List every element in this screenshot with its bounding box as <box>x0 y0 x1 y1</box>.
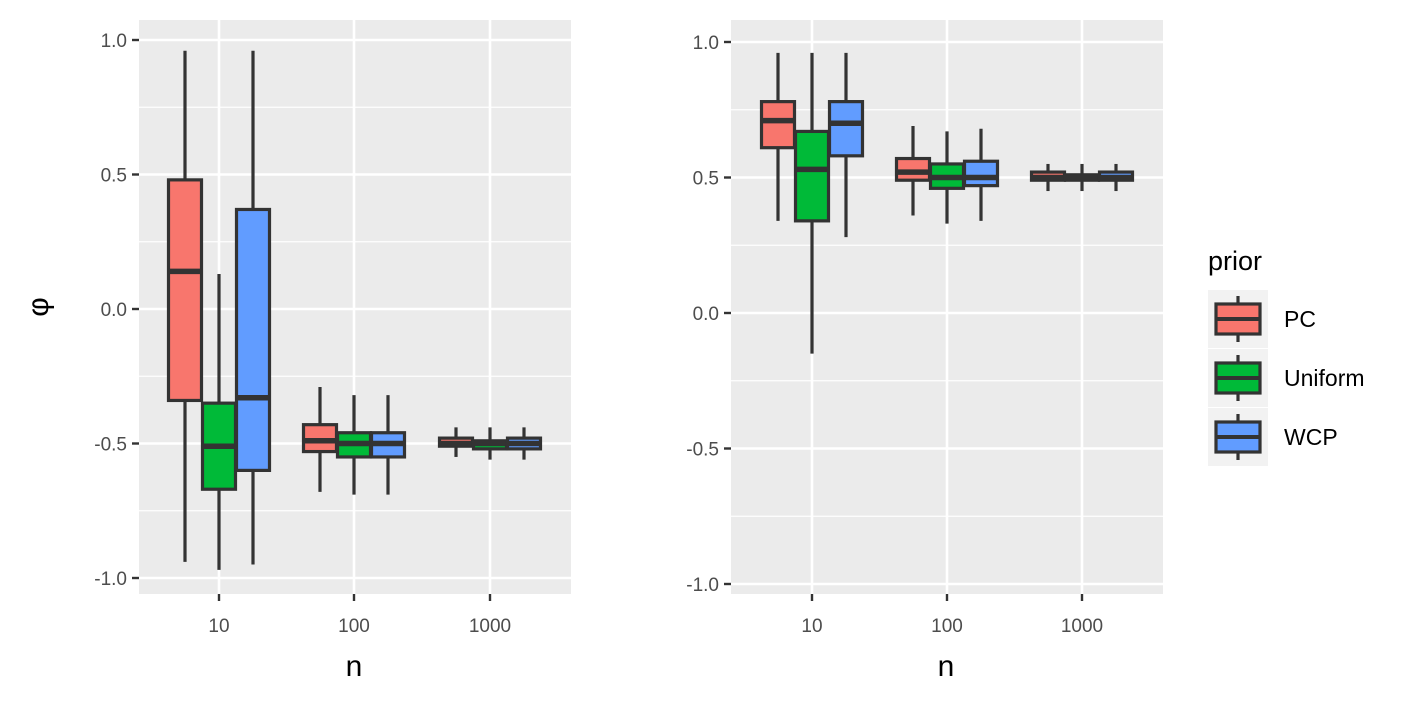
box-pc-10 <box>166 50 204 562</box>
box-wcp-100 <box>962 128 1000 221</box>
box-wcp-10 <box>827 52 865 238</box>
box-body <box>827 100 865 158</box>
x-tick-label: 10 <box>801 616 822 637</box>
y-axis-title: φ <box>22 297 55 316</box>
box-body <box>962 159 1000 188</box>
box-body <box>234 207 272 472</box>
box-uniform-10 <box>793 52 831 354</box>
box-body <box>793 129 831 223</box>
x-tick-label: 10 <box>208 616 229 637</box>
y-tick-label: -0.5 <box>686 440 719 461</box>
box-body <box>166 178 204 403</box>
x-tick-label: 100 <box>931 616 963 637</box>
x-tick-label: 1000 <box>469 616 511 637</box>
box-pc-100 <box>301 387 339 492</box>
x-axis-title: n <box>938 650 955 683</box>
legend-item-wcp: WCP <box>1208 408 1338 466</box>
x-axis-title: n <box>346 650 363 683</box>
legend-label: PC <box>1284 306 1316 332</box>
right-panel: 1.0 0.5 0.0 -0.5 -1.0 10 100 1000 n <box>686 20 1163 683</box>
y-tick-label: -1.0 <box>686 575 719 596</box>
box-wcp-100 <box>369 395 407 495</box>
y-tick-label: 1.0 <box>693 33 719 54</box>
y-tick-label: 0.0 <box>101 300 127 321</box>
box-body <box>759 100 797 150</box>
box-pc-1000 <box>1029 163 1067 192</box>
x-tick-label: 100 <box>338 616 370 637</box>
box-uniform-100 <box>335 395 373 495</box>
legend-item-pc: PC <box>1208 290 1316 348</box>
legend-title: prior <box>1208 246 1262 276</box>
x-tick-label: 1000 <box>1061 616 1103 637</box>
legend-label: Uniform <box>1284 365 1365 391</box>
box-wcp-10 <box>234 50 272 565</box>
y-tick-label: 0.5 <box>101 166 127 187</box>
box-pc-10 <box>759 52 797 221</box>
legend: prior PC Uniform WCP <box>1208 246 1365 466</box>
legend-item-uniform: Uniform <box>1208 349 1365 407</box>
box-pc-100 <box>894 126 932 216</box>
left-panel: 1.0 0.5 0.0 -0.5 -1.0 10 100 1000 n φ <box>22 20 571 683</box>
box-wcp-1000 <box>505 427 543 460</box>
y-tick-label: 0.5 <box>693 169 719 190</box>
y-tick-label: 1.0 <box>101 31 127 52</box>
y-tick-label: 0.0 <box>693 304 719 325</box>
y-tick-label: -1.0 <box>94 569 127 590</box>
legend-label: WCP <box>1284 424 1338 450</box>
box-wcp-1000 <box>1097 163 1135 192</box>
y-tick-label: -0.5 <box>94 435 127 456</box>
